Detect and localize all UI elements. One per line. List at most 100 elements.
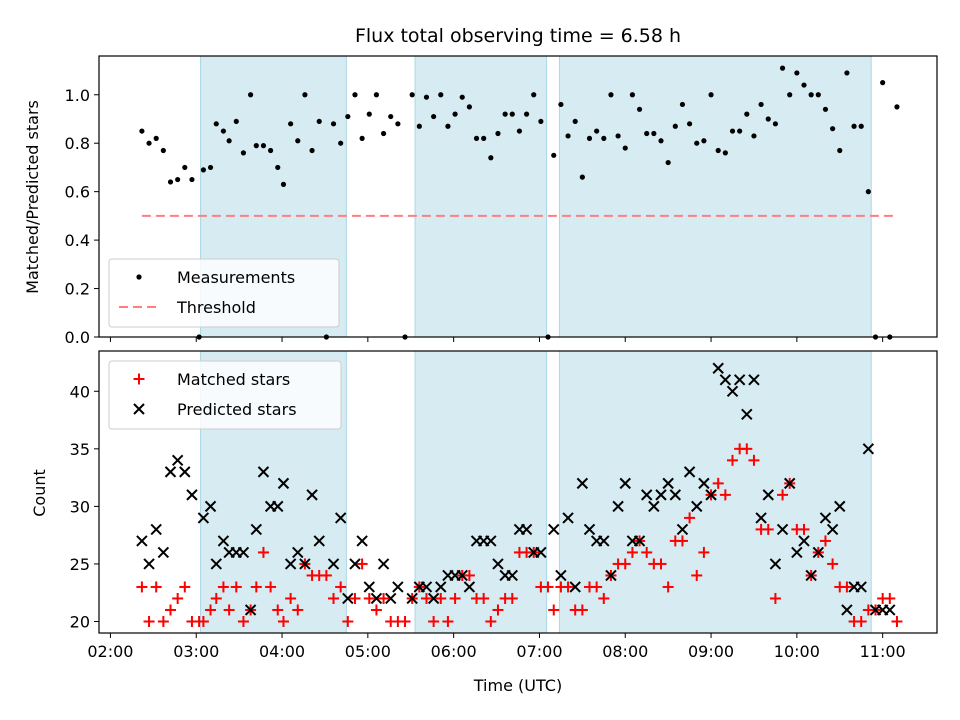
- data-point: [687, 121, 693, 127]
- data-point: [822, 106, 829, 112]
- data-point: [655, 489, 667, 501]
- shaded-band: [559, 56, 872, 337]
- data-point: [143, 615, 155, 627]
- data-point: [612, 500, 624, 513]
- data-point: [349, 592, 361, 604]
- data-point: [146, 140, 152, 146]
- data-point: [791, 546, 803, 559]
- data-point: [826, 523, 839, 536]
- data-point: [302, 92, 308, 98]
- data-point: [562, 581, 574, 593]
- data-point: [712, 477, 724, 489]
- data-point: [257, 546, 269, 558]
- data-point: [233, 118, 239, 125]
- legend-label: Predicted stars: [177, 400, 297, 419]
- data-point: [197, 615, 209, 627]
- x-tick-label: 05:00: [345, 642, 391, 661]
- data-point: [172, 592, 184, 604]
- data-point: [676, 523, 689, 536]
- x-tick-label: 10:00: [774, 642, 820, 661]
- data-point: [481, 135, 487, 141]
- data-point: [576, 604, 588, 616]
- data-point: [459, 94, 465, 100]
- data-point: [558, 101, 564, 108]
- data-point: [165, 604, 177, 616]
- data-point: [179, 581, 191, 593]
- axes-frame: [98, 55, 938, 338]
- x-tick-label: 04:00: [259, 642, 305, 661]
- data-point: [841, 581, 853, 593]
- data-point: [416, 123, 422, 129]
- data-point: [894, 104, 900, 110]
- data-point: [220, 128, 227, 134]
- data-point: [844, 70, 850, 76]
- data-point: [306, 489, 318, 501]
- data-point: [516, 128, 523, 134]
- data-point: [399, 615, 411, 627]
- data-point: [619, 477, 631, 490]
- data-point: [669, 489, 682, 501]
- data-point: [428, 615, 440, 627]
- data-point: [342, 615, 354, 627]
- data-point: [819, 512, 832, 524]
- data-point: [601, 135, 607, 141]
- data-point: [591, 581, 603, 593]
- data-point: [388, 113, 394, 120]
- data-point: [463, 581, 476, 593]
- data-point: [488, 155, 494, 161]
- data-point: [715, 147, 721, 154]
- data-point: [385, 592, 397, 605]
- data-point: [641, 546, 653, 558]
- data-point: [855, 615, 867, 627]
- data-point: [712, 362, 724, 374]
- data-point: [665, 159, 671, 166]
- data-point: [751, 133, 757, 139]
- data-point: [506, 592, 518, 604]
- data-point: [445, 123, 451, 129]
- data-point: [772, 121, 779, 127]
- y-tick-label: 35: [70, 440, 90, 459]
- data-point: [366, 111, 372, 117]
- data-point: [598, 592, 610, 604]
- data-point: [313, 535, 325, 547]
- legend-marker: [133, 373, 145, 385]
- data-point: [257, 466, 270, 478]
- data-point: [265, 581, 277, 593]
- data-point: [891, 615, 903, 627]
- data-point: [762, 489, 774, 501]
- data-point: [295, 138, 301, 144]
- data-point: [153, 135, 159, 141]
- data-point: [777, 489, 789, 501]
- data-point: [409, 92, 415, 98]
- data-point: [605, 569, 617, 582]
- data-point: [240, 150, 247, 156]
- data-point: [359, 135, 365, 141]
- data-point: [748, 374, 760, 386]
- x-tick-label: 06:00: [431, 642, 477, 661]
- data-point: [250, 581, 262, 593]
- data-point: [691, 569, 703, 581]
- legend: Measurements Threshold: [108, 258, 340, 328]
- data-point: [495, 130, 501, 137]
- data-point: [378, 592, 390, 604]
- data-point: [758, 101, 764, 108]
- data-point: [309, 147, 315, 154]
- data-point: [478, 592, 490, 604]
- data-point: [727, 454, 739, 466]
- axes-frame: [98, 350, 938, 634]
- shaded-band: [415, 351, 547, 633]
- data-point: [594, 128, 600, 134]
- data-point: [598, 535, 610, 547]
- data-point: [586, 135, 593, 141]
- data-point: [884, 604, 896, 616]
- x-tick-label: 09:00: [688, 642, 734, 661]
- data-point: [338, 140, 344, 146]
- data-point: [565, 133, 571, 139]
- legend-label: Matched stars: [177, 370, 290, 389]
- data-point: [837, 147, 843, 154]
- bottom-panel: 20 25 30 35 40 02:00 03:00 04:00 05:00 06:00 07:00…: [70, 350, 938, 661]
- data-point: [858, 123, 864, 129]
- data-point: [139, 128, 145, 134]
- data-point: [755, 512, 767, 524]
- data-point: [272, 604, 284, 616]
